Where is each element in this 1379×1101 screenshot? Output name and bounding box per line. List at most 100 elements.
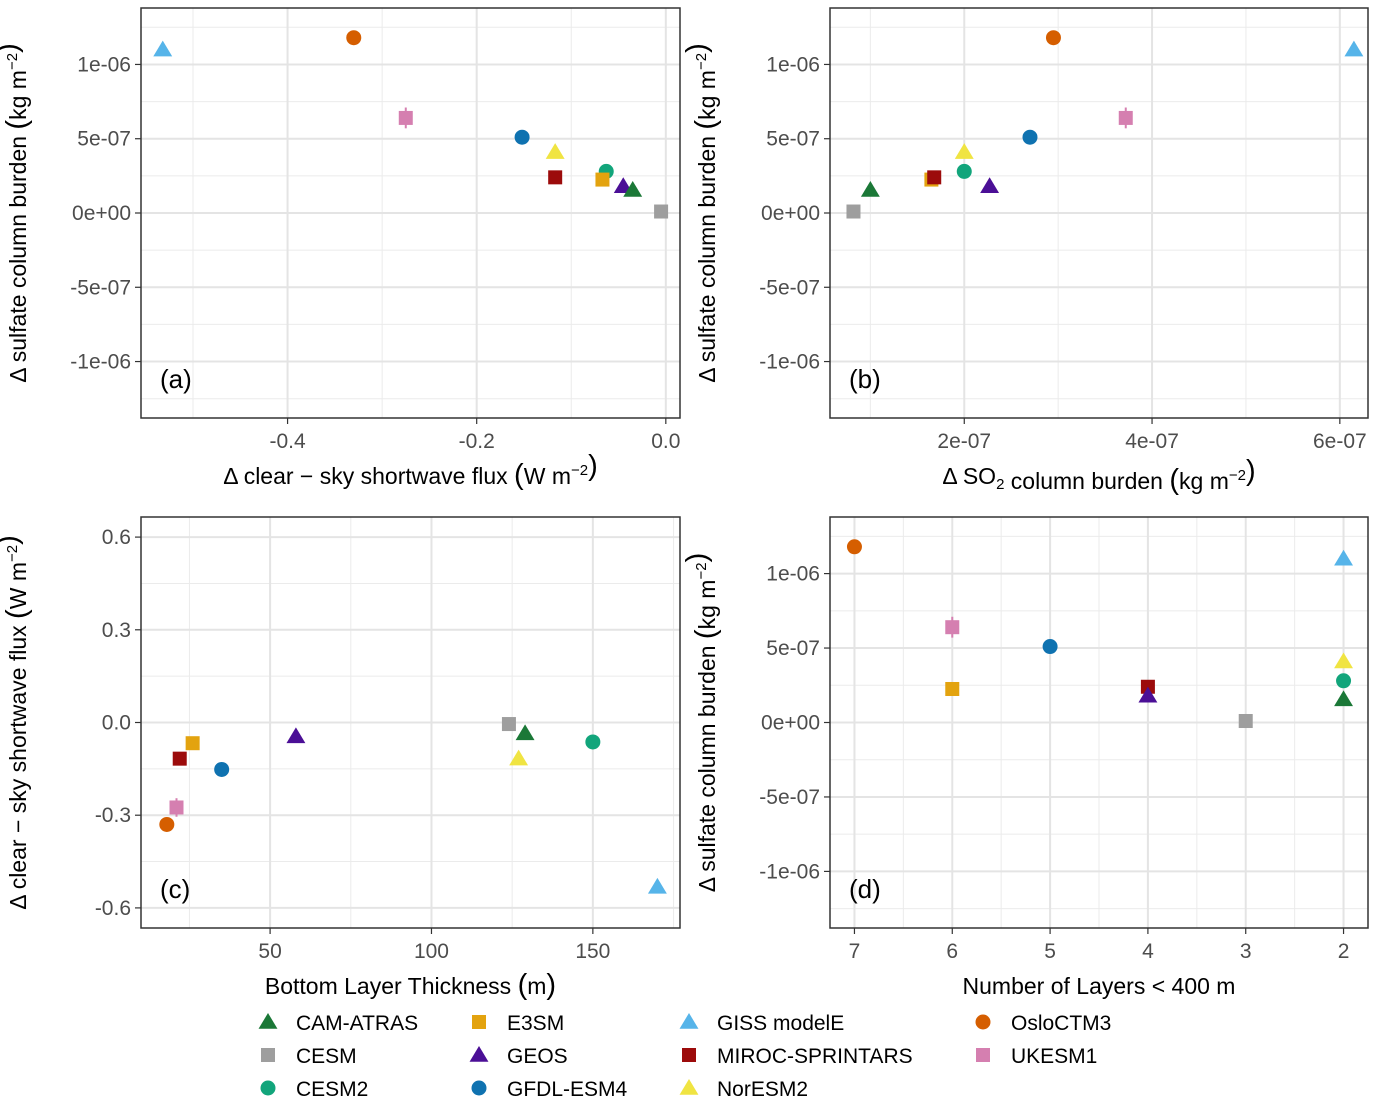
point-osloctm3 — [1045, 30, 1061, 46]
legend-item-geos: GEOS — [469, 1045, 568, 1068]
x-axis-label: Bottom Layer Thickness (m) — [265, 969, 556, 1001]
gridlines — [141, 8, 680, 418]
legend-key-osloctm3 — [975, 1014, 991, 1030]
point-noresm2 — [509, 749, 529, 766]
x-tick-label: 2e-07 — [937, 430, 991, 453]
y-tick-label: 0e+00 — [761, 202, 820, 225]
point-giss-modele — [153, 40, 173, 57]
x-tick-label: -0.2 — [459, 430, 495, 453]
point-osloctm3 — [346, 30, 362, 46]
point-cam-atras — [860, 180, 880, 197]
point-e3sm — [185, 736, 200, 751]
legend-item-ukesm1: UKESM1 — [976, 1045, 1097, 1068]
legend-key-cesm2 — [260, 1080, 276, 1096]
y-tick-label: -5e-07 — [70, 276, 131, 299]
y-axis-label: Δ clear − sky shortwave flux (W m−2) — [0, 535, 33, 910]
legend-label: CAM-ATRAS — [296, 1012, 418, 1035]
legend-item-miroc-sprintars: MIROC-SPRINTARS — [682, 1045, 913, 1068]
data-points — [159, 717, 667, 894]
point-gfdl-esm4 — [514, 129, 530, 145]
x-tick-label: 7 — [849, 940, 861, 963]
point-gfdl-esm4 — [1042, 639, 1058, 655]
point-osloctm3 — [159, 816, 175, 832]
legend-item-e3sm: E3SM — [472, 1012, 564, 1035]
point-cesm — [1238, 714, 1253, 729]
point-gfdl-esm4 — [1022, 129, 1038, 145]
point-miroc-sprintars — [927, 170, 942, 185]
y-tick-label: 5e-07 — [766, 128, 820, 151]
legend-item-noresm2: NorESM2 — [679, 1078, 808, 1101]
data-points — [846, 30, 1364, 219]
y-tick-label: -1e-06 — [759, 860, 820, 883]
point-cesm — [654, 204, 669, 219]
point-giss-modele — [647, 877, 667, 894]
legend-key-giss-modele — [679, 1013, 699, 1029]
point-cam-atras — [1334, 690, 1353, 707]
point-ukesm1 — [169, 800, 184, 815]
point-osloctm3 — [846, 539, 862, 555]
point-giss-modele — [1334, 549, 1353, 566]
point-cam-atras — [515, 724, 535, 741]
y-tick-label: 1e-06 — [766, 563, 820, 586]
y-tick-label: -5e-07 — [759, 786, 820, 809]
y-tick-label: 0.3 — [102, 619, 131, 642]
legend-item-cesm: CESM — [261, 1045, 357, 1068]
y-tick-label: 1e-06 — [766, 53, 820, 76]
point-geos — [980, 177, 1000, 194]
x-tick-label: -0.4 — [269, 430, 306, 453]
point-cam-atras — [623, 180, 643, 197]
legend-item-osloctm3: OsloCTM3 — [975, 1012, 1111, 1035]
legend-key-noresm2 — [679, 1079, 699, 1095]
legend-key-cesm — [261, 1048, 275, 1062]
legend-label: MIROC-SPRINTARS — [717, 1045, 913, 1068]
x-tick-label: 50 — [258, 940, 281, 963]
gridlines — [830, 517, 1368, 928]
point-cesm2 — [1336, 673, 1352, 689]
y-axis-label: Δ sulfate column burden (kg m−2) — [0, 43, 33, 383]
y-axis-label: Δ sulfate column burden (kg m−2) — [681, 43, 722, 383]
legend-key-gfdl-esm4 — [471, 1080, 487, 1096]
legend-label: GFDL-ESM4 — [507, 1078, 628, 1101]
legend-key-miroc-sprintars — [682, 1048, 696, 1062]
legend-item-cesm2: CESM2 — [260, 1078, 368, 1101]
y-tick-label: 0e+00 — [72, 202, 131, 225]
point-cesm2 — [585, 734, 601, 750]
point-e3sm — [595, 172, 610, 187]
legend-key-e3sm — [472, 1015, 486, 1029]
legend-item-cam-atras: CAM-ATRAS — [258, 1012, 418, 1035]
panel-a: -0.4 -0.2 0.0 -1e-06 -5e-07 0e+00 5e-07 1e-06 Δ … — [0, 7, 681, 491]
y-tick-label: 1e-06 — [77, 53, 131, 76]
x-axis-label: Number of Layers < 400 m — [963, 973, 1236, 999]
data-points — [846, 539, 1353, 729]
legend-label: UKESM1 — [1011, 1045, 1097, 1068]
x-axis-label: Δ SO2 column burden (kg m−2) — [942, 455, 1255, 496]
x-tick-label: 100 — [414, 940, 449, 963]
y-tick-label: 0.0 — [102, 712, 131, 735]
point-giss-modele — [1344, 40, 1364, 57]
panel-c: 50 100 150 -0.6 -0.3 0.0 0.3 0.6 Bottom Layer Th… — [0, 516, 681, 1001]
legend-key-geos — [469, 1046, 489, 1062]
x-tick-label: 4e-07 — [1125, 430, 1179, 453]
x-axis-label: Δ clear − sky shortwave flux (W m−2) — [223, 450, 598, 491]
point-geos — [1138, 686, 1158, 703]
y-tick-label: -0.6 — [95, 897, 131, 920]
legend-key-ukesm1 — [976, 1048, 990, 1062]
panel-label: (d) — [849, 874, 881, 904]
gridlines — [141, 517, 680, 928]
point-miroc-sprintars — [172, 751, 187, 766]
point-cesm — [501, 717, 516, 732]
panel-b: 2e-07 4e-07 6e-07 -1e-06 -5e-07 0e+00 5e-07 1e-… — [681, 7, 1369, 496]
x-tick-label: 3 — [1240, 940, 1252, 963]
x-tick-label: 0.0 — [651, 430, 680, 453]
y-tick-label: 5e-07 — [77, 128, 131, 151]
point-cesm — [846, 204, 861, 219]
y-tick-label: 5e-07 — [766, 637, 820, 660]
point-ukesm1 — [1118, 110, 1133, 125]
point-cesm2 — [956, 163, 972, 179]
legend-label: GEOS — [507, 1045, 568, 1068]
legend-label: OsloCTM3 — [1011, 1012, 1111, 1035]
point-gfdl-esm4 — [214, 761, 230, 777]
y-tick-label: -5e-07 — [759, 276, 820, 299]
legend-label: NorESM2 — [717, 1078, 808, 1101]
point-noresm2 — [545, 143, 565, 159]
